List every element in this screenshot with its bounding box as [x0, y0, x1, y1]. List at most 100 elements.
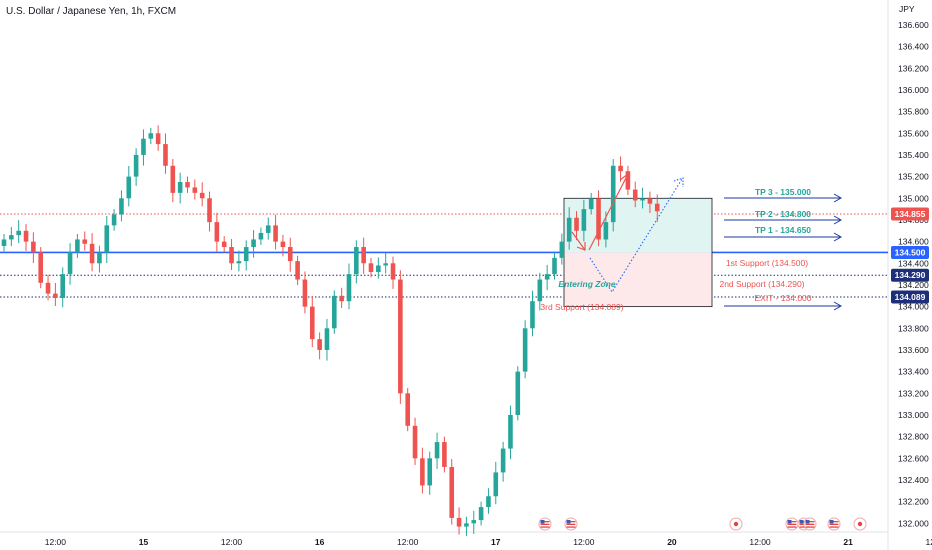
price-tick-label: 133.800	[898, 323, 929, 333]
candle	[60, 267, 66, 308]
flag-stripe	[566, 523, 576, 525]
tp3-label[interactable]: TP 3 - 135.000	[755, 187, 811, 197]
flag-stripe	[787, 526, 797, 528]
flag-stripe	[829, 521, 839, 523]
candle-body	[104, 225, 110, 253]
event-dot	[733, 521, 739, 527]
candle	[508, 405, 513, 460]
support-3-label[interactable]: 3rd Support (134.089)	[540, 302, 623, 312]
candle	[566, 207, 572, 250]
price-tick-label: 134.200	[898, 280, 929, 290]
us-flag-icon[interactable]	[803, 517, 817, 531]
candle-body	[9, 235, 14, 240]
candle-body	[618, 165, 623, 172]
us-flag-icon[interactable]	[564, 517, 578, 531]
candle-body	[478, 507, 484, 521]
bullish-path-line[interactable]	[588, 173, 629, 251]
price-tick-label: 135.400	[898, 150, 929, 160]
time-tick-label: 12:00	[573, 537, 595, 547]
candle-body	[632, 189, 638, 201]
candle-body	[324, 328, 330, 350]
candle	[302, 271, 308, 314]
candle-body	[126, 176, 132, 199]
us-flag-icon[interactable]	[827, 517, 841, 531]
candle	[610, 159, 616, 232]
flag-stripe	[829, 523, 839, 525]
support-1-label[interactable]: 1st Support (134.500)	[726, 258, 808, 268]
time-tick-label: 20	[667, 537, 677, 547]
candle	[354, 240, 359, 284]
flag-canton	[787, 520, 792, 524]
time-axis[interactable]: 12:00 15 12:00 16 12:00 17 12:00 20 12:00 21 12:00…	[45, 537, 932, 547]
candle-body	[82, 239, 88, 244]
candle	[493, 461, 499, 505]
candle-body	[177, 182, 183, 193]
event-icon[interactable]	[729, 517, 743, 531]
us-flag-icon[interactable]	[785, 517, 799, 531]
tp1-label[interactable]: TP 1 - 134.650	[755, 225, 811, 235]
candle-body	[508, 414, 513, 449]
price-label-text: 134.855	[895, 209, 926, 219]
time-tick-label: 21	[843, 537, 853, 547]
flag-canton	[805, 520, 810, 524]
candle	[97, 245, 102, 273]
candle-body	[280, 241, 286, 248]
us-flag-icon[interactable]	[538, 517, 552, 531]
entry-dip-line[interactable]	[571, 231, 586, 251]
candle-body	[442, 442, 447, 467]
time-tick-label: 16	[315, 537, 325, 547]
flag-stripe	[566, 526, 576, 528]
candle	[53, 283, 58, 306]
candle	[654, 194, 660, 222]
candle-body	[273, 225, 278, 242]
candle	[185, 176, 190, 193]
candle-body	[185, 182, 190, 188]
candle	[552, 252, 557, 280]
candle-body	[236, 261, 242, 264]
position-zones[interactable]	[563, 197, 713, 308]
event-dot	[857, 521, 863, 527]
candle	[251, 230, 256, 258]
candle	[75, 234, 80, 258]
time-tick-label: 12:00	[45, 537, 67, 547]
candle	[31, 232, 36, 264]
candle	[38, 247, 43, 289]
candle	[618, 156, 623, 182]
candle	[309, 296, 315, 348]
candle-body	[500, 448, 506, 473]
price-tick-label: 132.800	[898, 432, 929, 442]
candle-body	[1, 239, 7, 246]
candle-body	[566, 217, 572, 242]
price-tick-label: 136.200	[898, 63, 929, 73]
candle	[574, 211, 579, 241]
tp2-label[interactable]: TP 2 - 134.800	[755, 209, 811, 219]
candle	[588, 192, 594, 215]
candle	[339, 287, 344, 308]
price-label-bg	[891, 245, 929, 259]
time-tick-label: 12:00	[926, 537, 932, 547]
event-icon[interactable]	[853, 517, 867, 531]
flag-stripe	[805, 526, 815, 528]
tp2-arrow-arrowhead	[833, 215, 843, 225]
candle-body	[309, 306, 315, 340]
candle-body	[346, 274, 352, 302]
candle	[221, 236, 227, 253]
entering-zone-label[interactable]: Entering Zone	[558, 279, 615, 289]
candle-body	[596, 198, 601, 240]
chart-title: U.S. Dollar / Japanese Yen, 1h, FXCM	[6, 6, 176, 17]
trade-drawings[interactable]	[571, 172, 843, 311]
price-tick-label: 132.000	[898, 518, 929, 528]
economic-events[interactable]	[538, 517, 867, 531]
candle	[581, 199, 587, 242]
candle-body	[434, 442, 440, 459]
candle	[111, 209, 117, 231]
exit-label[interactable]: EXIT - 134.000	[754, 293, 811, 303]
candle-body	[654, 203, 660, 212]
flag-stripe	[799, 526, 809, 528]
support-2-label[interactable]: 2nd Support (134.290)	[719, 279, 804, 289]
price-label-text: 134.290	[895, 270, 926, 280]
loss-zone[interactable]	[564, 252, 712, 307]
profit-zone[interactable]	[564, 198, 712, 253]
bullish-path-arrowhead	[619, 172, 629, 184]
